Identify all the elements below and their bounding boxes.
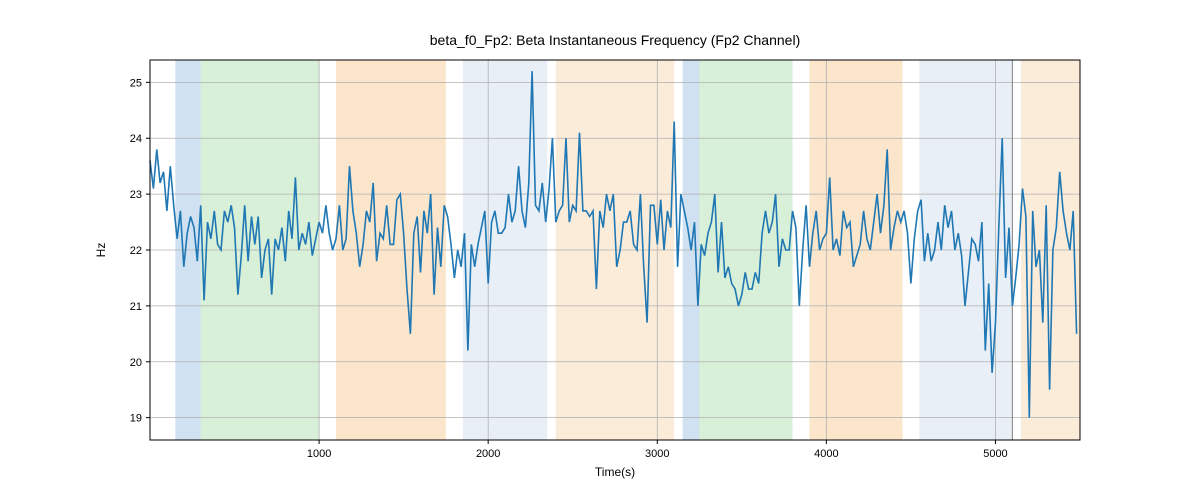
ytick-label: 21 xyxy=(130,301,142,313)
xtick-label: 4000 xyxy=(814,448,838,460)
ytick-label: 19 xyxy=(130,413,142,425)
xtick-label: 3000 xyxy=(645,448,669,460)
ytick-label: 23 xyxy=(130,189,142,201)
xtick-label: 5000 xyxy=(983,448,1007,460)
xtick-label: 2000 xyxy=(476,448,500,460)
ytick-label: 22 xyxy=(130,245,142,257)
ytick-label: 25 xyxy=(130,77,142,89)
ytick-label: 20 xyxy=(130,357,142,369)
chart-title: beta_f0_Fp2: Beta Instantaneous Frequenc… xyxy=(430,32,800,48)
line-chart: 1000 2000 3000 4000 5000 19 20 21 22 23 24 25 Time(s… xyxy=(0,0,1200,500)
ytick-label: 24 xyxy=(130,133,142,145)
x-axis-label: Time(s) xyxy=(595,465,635,479)
y-axis-label: Hz xyxy=(94,243,108,258)
chart-container: 1000 2000 3000 4000 5000 19 20 21 22 23 24 25 Time(s… xyxy=(0,0,1200,500)
xtick-label: 1000 xyxy=(307,448,331,460)
